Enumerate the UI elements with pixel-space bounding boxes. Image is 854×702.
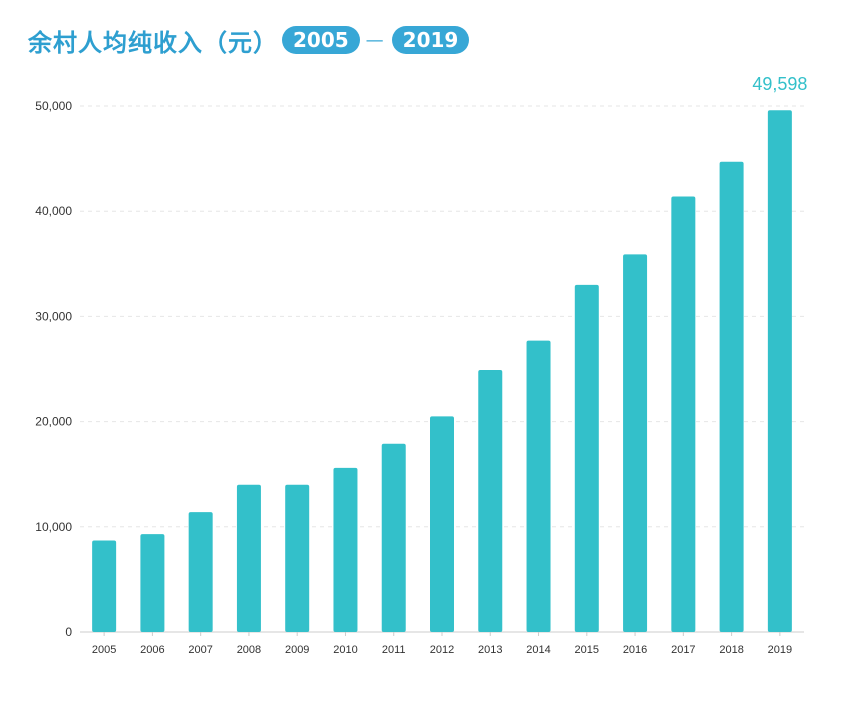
y-tick-label: 50,000 xyxy=(35,99,72,113)
bar xyxy=(92,540,117,632)
x-tick-label: 2008 xyxy=(237,644,261,656)
bar xyxy=(719,161,744,633)
x-tick-label: 2012 xyxy=(430,644,454,656)
chart-title: 余村人均纯收入（元） xyxy=(28,27,278,57)
bar xyxy=(671,196,696,633)
x-tick-label: 2011 xyxy=(382,644,406,656)
bar xyxy=(236,484,261,632)
bar xyxy=(333,467,358,632)
chart-header: 余村人均纯收入（元） 2005 — 2019 xyxy=(28,22,470,58)
end-year-badge: 2019 xyxy=(391,26,470,54)
y-tick-label: 10,000 xyxy=(35,520,72,534)
bar xyxy=(623,254,648,632)
x-tick-label: 2018 xyxy=(719,644,743,656)
bar xyxy=(188,512,213,632)
y-tick-label: 0 xyxy=(65,625,72,639)
bar xyxy=(526,340,551,632)
x-tick-label: 2016 xyxy=(623,644,647,656)
x-tick-label: 2013 xyxy=(478,644,502,656)
y-tick-label: 30,000 xyxy=(35,309,72,323)
x-tick-label: 2007 xyxy=(188,644,212,656)
data-label: 49,598 xyxy=(752,74,807,94)
y-tick-label: 20,000 xyxy=(35,415,72,429)
x-tick-label: 2019 xyxy=(768,644,792,656)
x-tick-label: 2009 xyxy=(285,644,309,656)
bar xyxy=(574,284,599,632)
bar xyxy=(430,416,454,632)
bar xyxy=(140,534,165,632)
bar xyxy=(285,484,310,632)
x-tick-label: 2010 xyxy=(333,644,357,656)
x-tick-label: 2015 xyxy=(575,644,599,656)
y-tick-label: 40,000 xyxy=(35,204,72,218)
bar xyxy=(478,370,503,632)
bar xyxy=(381,443,406,632)
year-range-dash: — xyxy=(365,29,384,51)
bar xyxy=(767,110,792,632)
x-tick-label: 2014 xyxy=(526,644,550,656)
x-tick-label: 2017 xyxy=(671,644,695,656)
x-tick-label: 2006 xyxy=(140,644,164,656)
start-year-badge: 2005 xyxy=(282,26,360,54)
x-tick-label: 2005 xyxy=(92,644,116,656)
